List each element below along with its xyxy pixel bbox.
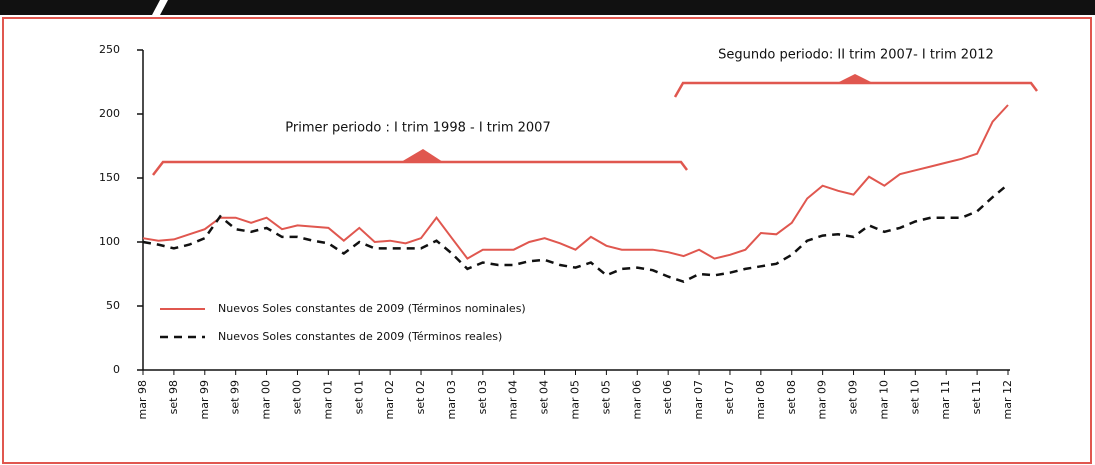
annotation: Segundo periodo: II trim 2007- I trim 20… <box>718 48 994 63</box>
x-tick-label: set 10 <box>908 380 921 414</box>
x-tick-label: mar 08 <box>754 380 767 419</box>
x-tick-label: mar 12 <box>1001 380 1014 419</box>
x-tick-label: set 06 <box>661 380 674 414</box>
x-tick-label: mar 04 <box>507 380 520 419</box>
x-tick-label: mar 03 <box>445 380 458 419</box>
x-tick-label: mar 07 <box>692 380 705 419</box>
x-tick-label: mar 98 <box>136 380 149 419</box>
series-line <box>142 104 1009 260</box>
top-bar-notch <box>152 0 168 15</box>
x-tick-label: mar 09 <box>816 380 829 419</box>
y-tick-label: 100 <box>99 235 120 248</box>
x-tick-label: set 09 <box>847 380 860 414</box>
x-tick-label: set 01 <box>352 380 365 414</box>
x-tick-label: set 11 <box>970 380 983 414</box>
period-bracket <box>673 81 1038 98</box>
x-tick-label: mar 10 <box>877 380 890 419</box>
y-tick-label: 0 <box>113 363 120 376</box>
bracket-peak <box>837 74 873 83</box>
x-tick-label: mar 05 <box>569 380 582 419</box>
x-tick-label: set 04 <box>538 380 551 414</box>
x-tick-label: set 02 <box>414 380 427 414</box>
x-tick-label: mar 00 <box>260 380 273 419</box>
top-bar <box>0 0 1095 15</box>
series-line <box>142 183 1009 284</box>
y-tick-label: 200 <box>99 107 120 120</box>
x-tick-label: set 99 <box>229 380 242 414</box>
x-tick-label: set 05 <box>599 380 612 414</box>
frame <box>2 17 1092 464</box>
y-tick-label: 250 <box>99 43 120 56</box>
legend-label: Nuevos Soles constantes de 2009 (Término… <box>218 302 526 315</box>
y-tick-label: 50 <box>106 299 120 312</box>
annotation: Primer periodo : I trim 1998 - I trim 20… <box>285 121 550 136</box>
x-tick-label: set 03 <box>476 380 489 414</box>
x-tick-label: set 07 <box>723 380 736 414</box>
x-tick-label: mar 02 <box>383 380 396 419</box>
bracket-peak <box>401 149 443 162</box>
x-tick-label: set 98 <box>167 380 180 414</box>
x-tick-label: mar 99 <box>198 380 211 419</box>
x-tick-label: mar 06 <box>630 380 643 419</box>
y-tick-label: 150 <box>99 171 120 184</box>
x-tick-label: set 00 <box>290 380 303 414</box>
x-tick-label: mar 01 <box>321 380 334 419</box>
period-bracket <box>152 160 688 176</box>
x-tick-label: mar 11 <box>939 380 952 419</box>
legend-label: Nuevos Soles constantes de 2009 (Término… <box>218 330 502 343</box>
x-tick-label: set 08 <box>785 380 798 414</box>
